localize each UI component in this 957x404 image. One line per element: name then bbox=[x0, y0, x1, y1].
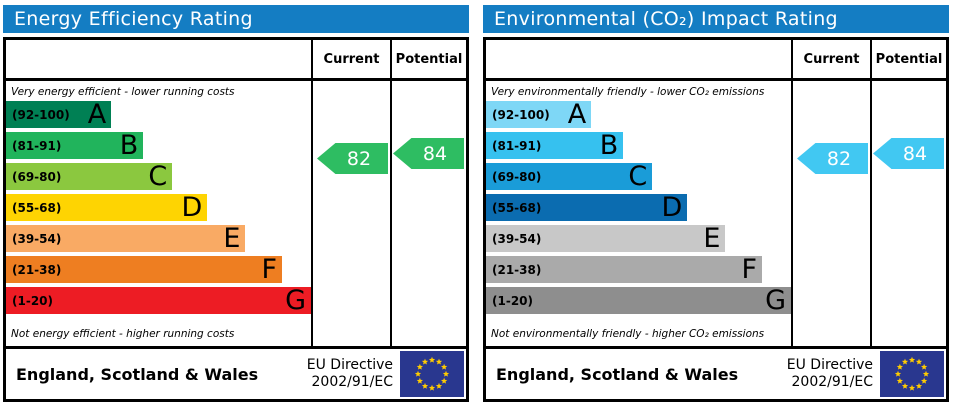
potential-rating-arrow: 84 bbox=[393, 138, 464, 169]
top-note: Very environmentally friendly - lower CO… bbox=[491, 86, 765, 98]
environmental-impact-title: Environmental (CO₂) Impact Rating bbox=[483, 5, 949, 33]
current-column-header: Current bbox=[791, 40, 870, 78]
band-letter: C bbox=[148, 161, 168, 192]
potential-rating-arrow: 84 bbox=[873, 138, 944, 169]
band-range: (69-80) bbox=[492, 169, 542, 184]
eu-flag-icon bbox=[400, 351, 464, 397]
current-rating-arrow: 82 bbox=[797, 143, 868, 174]
band-e: (39-54) E bbox=[486, 223, 726, 254]
band-range: (21-38) bbox=[12, 262, 62, 277]
eu-directive-line2: 2002/91/EC bbox=[791, 374, 874, 390]
bands-cell: Very energy efficient - lower running co… bbox=[6, 81, 311, 346]
energy-efficiency-panel: Energy Efficiency Rating Current Potenti… bbox=[3, 5, 469, 402]
band-letter: E bbox=[223, 223, 241, 254]
band-range: (1-20) bbox=[492, 293, 533, 308]
region-label: England, Scotland & Wales bbox=[16, 364, 259, 384]
panel-footer: England, Scotland & Wales EU Directive 2… bbox=[3, 346, 469, 402]
top-note: Very energy efficient - lower running co… bbox=[11, 86, 235, 98]
band-letter: A bbox=[567, 99, 587, 130]
band-letter: A bbox=[87, 99, 107, 130]
band-range: (1-20) bbox=[12, 293, 53, 308]
band-f: (21-38) F bbox=[6, 254, 283, 285]
band-letter: D bbox=[181, 192, 203, 223]
eu-directive-line2: 2002/91/EC bbox=[311, 374, 394, 390]
energy-rating-table: Current Potential Very energy efficient … bbox=[3, 37, 469, 346]
header-spacer bbox=[486, 40, 791, 78]
band-g: (1-20) G bbox=[6, 287, 311, 314]
rating-bands: (92-100) A (81-91) B (69-80) C (55-68) D (39-54)… bbox=[6, 101, 311, 314]
eu-directive-label: EU Directive 2002/91/EC bbox=[787, 357, 880, 391]
band-g: (1-20) G bbox=[486, 287, 791, 314]
bottom-note: Not environmentally friendly - higher CO… bbox=[491, 328, 765, 340]
bottom-note: Not energy efficient - higher running co… bbox=[11, 328, 235, 340]
band-range: (69-80) bbox=[12, 169, 62, 184]
panel-footer: England, Scotland & Wales EU Directive 2… bbox=[483, 346, 949, 402]
band-letter: D bbox=[661, 192, 683, 223]
band-letter: B bbox=[119, 130, 139, 161]
band-f: (21-38) F bbox=[486, 254, 763, 285]
band-range: (92-100) bbox=[492, 107, 550, 122]
eu-directive-label: EU Directive 2002/91/EC bbox=[307, 357, 400, 391]
band-letter: B bbox=[599, 130, 619, 161]
band-c: (69-80) C bbox=[486, 161, 653, 192]
band-range: (92-100) bbox=[12, 107, 70, 122]
band-b: (81-91) B bbox=[486, 130, 624, 161]
environmental-impact-panel: Environmental (CO₂) Impact Rating Curren… bbox=[483, 5, 949, 402]
current-value-cell: 82 bbox=[791, 81, 870, 346]
band-d: (55-68) D bbox=[486, 192, 688, 223]
region-label: England, Scotland & Wales bbox=[496, 364, 739, 384]
band-range: (81-91) bbox=[12, 138, 62, 153]
potential-column-header: Potential bbox=[870, 40, 946, 78]
eu-flag-icon bbox=[880, 351, 944, 397]
band-letter: G bbox=[285, 285, 306, 316]
band-c: (69-80) C bbox=[6, 161, 173, 192]
band-letter: C bbox=[628, 161, 648, 192]
table-body: Very energy efficient - lower running co… bbox=[6, 81, 466, 346]
band-b: (81-91) B bbox=[6, 130, 144, 161]
table-header-row: Current Potential bbox=[486, 40, 946, 81]
band-letter: E bbox=[703, 223, 721, 254]
current-value-cell: 82 bbox=[311, 81, 390, 346]
band-range: (39-54) bbox=[12, 231, 62, 246]
band-e: (39-54) E bbox=[6, 223, 246, 254]
environmental-rating-table: Current Potential Very environmentally f… bbox=[483, 37, 949, 346]
energy-efficiency-title: Energy Efficiency Rating bbox=[3, 5, 469, 33]
band-range: (55-68) bbox=[12, 200, 62, 215]
table-header-row: Current Potential bbox=[6, 40, 466, 81]
band-range: (39-54) bbox=[492, 231, 542, 246]
table-body: Very environmentally friendly - lower CO… bbox=[486, 81, 946, 346]
eu-directive-line1: EU Directive bbox=[306, 357, 393, 374]
band-a: (92-100) A bbox=[6, 99, 112, 130]
potential-column-header: Potential bbox=[390, 40, 466, 78]
eu-directive-line1: EU Directive bbox=[786, 357, 873, 374]
band-d: (55-68) D bbox=[6, 192, 208, 223]
header-spacer bbox=[6, 40, 311, 78]
band-a: (92-100) A bbox=[486, 99, 592, 130]
current-column-header: Current bbox=[311, 40, 390, 78]
current-rating-arrow: 82 bbox=[317, 143, 388, 174]
band-letter: G bbox=[765, 285, 786, 316]
band-range: (21-38) bbox=[492, 262, 542, 277]
band-range: (55-68) bbox=[492, 200, 542, 215]
potential-value-cell: 84 bbox=[390, 81, 466, 346]
band-range: (81-91) bbox=[492, 138, 542, 153]
potential-value-cell: 84 bbox=[870, 81, 946, 346]
band-letter: F bbox=[261, 254, 278, 285]
rating-bands: (92-100) A (81-91) B (69-80) C (55-68) D (39-54)… bbox=[486, 101, 791, 314]
band-letter: F bbox=[741, 254, 758, 285]
bands-cell: Very environmentally friendly - lower CO… bbox=[486, 81, 791, 346]
